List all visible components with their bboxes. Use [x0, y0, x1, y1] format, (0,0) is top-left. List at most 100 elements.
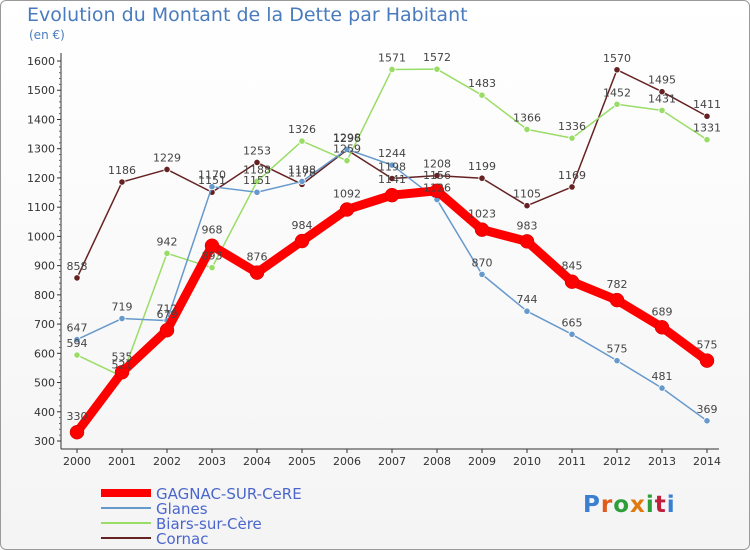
data-label-cornac-2000: 858 [67, 260, 88, 273]
point-biars-2013 [658, 106, 666, 115]
legend-label-cornac: Cornac [156, 530, 209, 548]
point-cornac-2004 [253, 158, 261, 167]
data-label-glanes-2014: 369 [697, 403, 718, 416]
point-glanes-2012 [613, 357, 621, 365]
point-biars-2007 [388, 65, 396, 74]
y-tick-label-1000: 1000 [27, 230, 55, 243]
point-cornac-2011 [568, 183, 576, 191]
y-tick-label-1300: 1300 [27, 143, 55, 156]
data-label-glanes-2009: 870 [472, 256, 493, 269]
point-biars-2005 [298, 137, 306, 145]
y-tick-label-600: 600 [34, 347, 55, 360]
data-label-glanes-2000: 647 [67, 322, 88, 335]
data-label-glanes-2001: 719 [112, 301, 133, 314]
chart-title: Evolution du Montant de la Dette par Hab… [27, 4, 468, 26]
data-label-cornac-2006: 1296 [333, 132, 361, 145]
point-glanes-2005 [298, 177, 306, 186]
data-label-gagnac-2007: 1141 [378, 173, 406, 186]
point-gagnac-2002 [159, 322, 175, 338]
x-tick-label-2004: 2004 [243, 455, 271, 468]
x-tick-label-2002: 2002 [153, 455, 181, 468]
point-glanes-2003 [208, 183, 216, 191]
data-label-gagnac-2012: 782 [607, 278, 628, 291]
point-biars-2008 [433, 65, 441, 73]
point-cornac-2000 [73, 274, 81, 282]
y-tick-label-300: 300 [34, 435, 55, 448]
x-tick-label-2012: 2012 [603, 455, 631, 468]
legend-label-glanes: Glanes [156, 500, 208, 518]
data-label-gagnac-2011: 845 [562, 260, 583, 273]
x-tick-label-2013: 2013 [648, 455, 676, 468]
unit-label: (en €) [29, 28, 65, 42]
point-cornac-2001 [118, 178, 126, 186]
x-tick-label-2006: 2006 [333, 455, 361, 468]
data-label-glanes-2012: 575 [607, 343, 628, 356]
data-label-cornac-2013: 1495 [648, 74, 676, 87]
y-tick-label-1200: 1200 [27, 172, 55, 185]
point-gagnac-2000 [69, 424, 85, 440]
point-gagnac-2008 [429, 183, 445, 199]
data-label-biars-2008: 1572 [423, 51, 451, 64]
x-tick-label-2009: 2009 [468, 455, 496, 468]
x-tick-label-2007: 2007 [378, 455, 406, 468]
data-label-gagnac-2010: 983 [517, 219, 538, 232]
y-tick-label-400: 400 [34, 406, 55, 419]
data-label-gagnac-2002: 679 [157, 308, 178, 321]
point-biars-2010 [523, 125, 531, 133]
data-label-cornac-2010: 1105 [513, 188, 541, 201]
data-label-biars-2003: 893 [202, 250, 223, 263]
point-biars-2004 [253, 177, 261, 186]
point-biars-2012 [613, 100, 621, 108]
data-label-cornac-2005: 1178 [288, 166, 316, 179]
point-glanes-2010 [523, 307, 531, 315]
data-label-gagnac-2003: 968 [202, 224, 223, 237]
point-gagnac-2011 [564, 274, 580, 289]
x-tick-label-2003: 2003 [198, 455, 226, 468]
y-tick-label-1600: 1600 [27, 55, 55, 68]
point-gagnac-2009 [474, 222, 490, 237]
point-gagnac-2010 [519, 234, 535, 249]
data-label-biars-2001: 521 [112, 358, 133, 371]
data-label-gagnac-2008: 1156 [423, 169, 451, 182]
x-tick-label-2011: 2011 [558, 455, 586, 468]
y-tick-label-900: 900 [34, 260, 55, 273]
point-cornac-2013 [658, 88, 666, 96]
x-tick-label-2005: 2005 [288, 455, 316, 468]
data-label-gagnac-2001: 535 [112, 350, 133, 363]
x-tick-label-2008: 2008 [423, 455, 451, 468]
point-glanes-2004 [253, 188, 261, 196]
data-label-cornac-2007: 1198 [378, 161, 406, 174]
data-label-glanes-2010: 744 [517, 293, 538, 306]
point-gagnac-2005 [294, 233, 310, 249]
point-gagnac-2014 [699, 353, 715, 368]
x-tick-label-2000: 2000 [63, 455, 91, 468]
y-tick-label-700: 700 [34, 318, 55, 331]
data-label-biars-2011: 1336 [558, 120, 586, 133]
point-gagnac-2007 [384, 187, 400, 203]
data-label-glanes-2013: 481 [652, 370, 673, 383]
point-gagnac-2012 [609, 292, 625, 308]
data-label-cornac-2011: 1169 [558, 169, 586, 182]
point-gagnac-2001 [114, 365, 130, 380]
data-label-glanes-2008: 1126 [423, 182, 451, 195]
point-glanes-2001 [118, 314, 126, 323]
data-label-glanes-2006: 1298 [333, 131, 361, 144]
data-label-biars-2013: 1431 [648, 92, 676, 105]
point-glanes-2013 [658, 384, 666, 392]
data-label-cornac-2002: 1229 [153, 151, 181, 164]
point-cornac-2012 [613, 66, 621, 74]
data-label-cornac-2012: 1570 [603, 52, 631, 65]
data-label-biars-2010: 1366 [513, 111, 541, 124]
point-cornac-2010 [523, 202, 531, 210]
point-glanes-2009 [478, 270, 486, 278]
data-label-cornac-2003: 1151 [198, 174, 226, 187]
data-label-biars-2002: 942 [157, 235, 178, 248]
x-tick-label-2001: 2001 [108, 455, 136, 468]
data-label-cornac-2014: 1411 [693, 98, 721, 111]
y-tick-label-800: 800 [34, 289, 55, 302]
point-gagnac-2013 [654, 320, 670, 335]
x-tick-label-2010: 2010 [513, 455, 541, 468]
data-label-glanes-2002: 712 [157, 303, 178, 316]
